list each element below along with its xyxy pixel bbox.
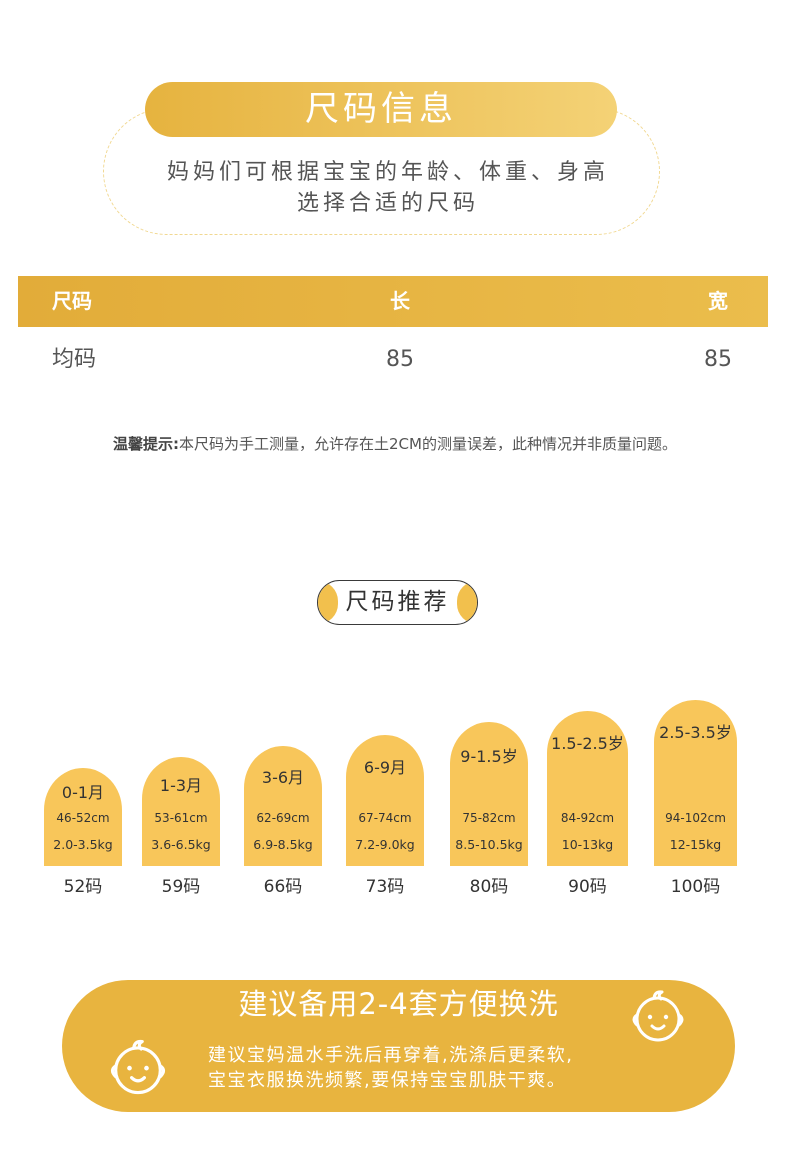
size-info-subtitle: 妈妈们可根据宝宝的年龄、体重、身高 选择合适的尺码 [103, 157, 673, 219]
size-bar: 9-1.5岁 75-82cm 8.5-10.5kg [450, 722, 528, 866]
weight-label: 12-15kg [669, 837, 722, 852]
size-code-label: 100码 [670, 877, 721, 897]
wash-tip-line: 宝宝衣服换洗频繁,要保持宝宝肌肤干爽。 [208, 1070, 567, 1091]
wash-tip-line: 建议宝妈温水手洗后再穿着,洗涤后更柔软, [208, 1045, 574, 1066]
height-label: 46-52cm [56, 811, 110, 825]
weight-label: 10-13kg [561, 837, 614, 852]
age-label: 6-9月 [363, 758, 407, 777]
wash-tip-title: 建议备用2-4套方便换洗 [238, 987, 559, 1021]
baby-face-icon [104, 1032, 172, 1100]
wash-tip-banner: 建议备用2-4套方便换洗 建议宝妈温水手洗后再穿着,洗涤后更柔软, 宝宝衣服换洗… [62, 980, 735, 1112]
weight-label: 7.2-9.0kg [355, 837, 415, 852]
column-header-size: 尺码 [52, 289, 92, 313]
size-bar: 3-6月 62-69cm 6.9-8.5kg [244, 746, 322, 866]
size-recommend-title: 尺码推荐 [345, 589, 450, 615]
subtitle-line: 选择合适的尺码 [296, 191, 479, 216]
size-recommend-item: 6-9月 67-74cm 7.2-9.0kg 73码 [346, 700, 424, 900]
size-bar: 1.5-2.5岁 84-92cm 10-13kg [547, 711, 628, 866]
size-info-title: 尺码信息 [145, 82, 617, 137]
table-row: 均码 85 85 [18, 340, 768, 380]
age-label: 1.5-2.5岁 [551, 734, 624, 753]
note-label: 温馨提示: [113, 435, 180, 453]
height-label: 53-61cm [154, 811, 208, 825]
size-recommend-item: 1.5-2.5岁 84-92cm 10-13kg 90码 [547, 700, 628, 900]
age-label: 2.5-3.5岁 [659, 723, 732, 742]
size-bar: 0-1月 46-52cm 2.0-3.5kg [44, 768, 122, 866]
age-label: 3-6月 [261, 768, 305, 787]
size-recommend-item: 0-1月 46-52cm 2.0-3.5kg 52码 [44, 700, 122, 900]
weight-label: 2.0-3.5kg [53, 837, 113, 852]
subtitle-line: 妈妈们可根据宝宝的年龄、体重、身高 [166, 160, 609, 185]
size-code-label: 59码 [161, 877, 201, 897]
age-label: 0-1月 [61, 783, 105, 802]
size-code-label: 80码 [469, 877, 509, 897]
size-bar: 1-3月 53-61cm 3.6-6.5kg [142, 757, 220, 866]
size-recommend-item: 9-1.5岁 75-82cm 8.5-10.5kg 80码 [450, 700, 528, 900]
height-label: 94-102cm [665, 811, 726, 825]
weight-label: 6.9-8.5kg [253, 837, 313, 852]
height-label: 62-69cm [256, 811, 310, 825]
badge-right-cap [457, 581, 477, 624]
size-recommend-item: 3-6月 62-69cm 6.9-8.5kg 66码 [244, 700, 322, 900]
cell-size: 均码 [52, 347, 97, 372]
note-text: 本尺码为手工测量，允许存在土2CM的测量误差，此种情况并非质量问题。 [179, 435, 677, 453]
cell-length: 85 [386, 347, 414, 372]
size-recommend-badge: 尺码推荐 [317, 580, 478, 625]
badge-left-cap [318, 581, 338, 624]
height-label: 75-82cm [462, 811, 516, 825]
age-label: 1-3月 [159, 776, 203, 795]
wash-tip-body: 建议宝妈温水手洗后再穿着,洗涤后更柔软, 宝宝衣服换洗频繁,要保持宝宝肌肤干爽。 [208, 1043, 573, 1093]
height-label: 67-74cm [358, 811, 412, 825]
cell-width: 85 [704, 347, 732, 372]
size-recommend-item: 1-3月 53-61cm 3.6-6.5kg 59码 [142, 700, 220, 900]
size-code-label: 73码 [365, 877, 405, 897]
age-label: 9-1.5岁 [460, 747, 518, 766]
column-header-width: 宽 [708, 289, 728, 313]
size-code-label: 66码 [263, 877, 303, 897]
baby-face-icon [626, 983, 690, 1047]
size-code-label: 52码 [63, 877, 103, 897]
size-code-label: 90码 [568, 877, 607, 897]
size-recommend-item: 2.5-3.5岁 94-102cm 12-15kg 100码 [654, 700, 737, 900]
weight-label: 8.5-10.5kg [455, 837, 523, 852]
column-header-length: 长 [390, 289, 410, 313]
size-table-header: 尺码 长 宽 [18, 276, 768, 327]
size-bar: 2.5-3.5岁 94-102cm 12-15kg [654, 700, 737, 866]
weight-label: 3.6-6.5kg [151, 837, 211, 852]
measurement-note: 温馨提示:本尺码为手工测量，允许存在土2CM的测量误差，此种情况并非质量问题。 [0, 434, 790, 454]
height-label: 84-92cm [560, 811, 615, 825]
size-bar: 6-9月 67-74cm 7.2-9.0kg [346, 735, 424, 866]
